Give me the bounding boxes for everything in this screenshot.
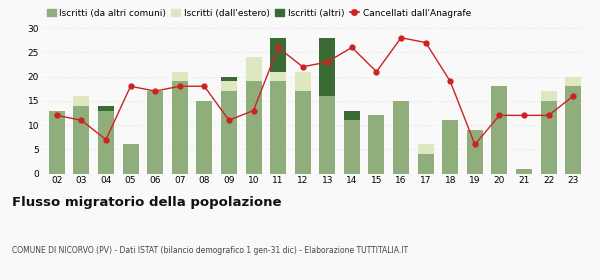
Bar <box>73 106 89 174</box>
Bar <box>368 115 385 174</box>
Bar <box>172 81 188 174</box>
Legend: Iscritti (da altri comuni), Iscritti (dall'estero), Iscritti (altri), Cancellati: Iscritti (da altri comuni), Iscritti (da… <box>47 9 471 18</box>
Bar <box>98 106 114 111</box>
Bar <box>541 91 557 101</box>
Bar <box>245 81 262 174</box>
Bar <box>344 120 360 174</box>
Bar <box>418 154 434 174</box>
Bar <box>49 111 65 174</box>
Bar <box>565 86 581 174</box>
Bar <box>319 38 335 96</box>
Bar <box>393 101 409 174</box>
Bar <box>541 101 557 174</box>
Bar <box>172 72 188 81</box>
Bar <box>122 144 139 174</box>
Bar <box>467 130 483 174</box>
Bar <box>565 76 581 86</box>
Bar <box>270 81 286 174</box>
Bar <box>295 91 311 174</box>
Bar <box>221 81 237 91</box>
Bar <box>98 111 114 174</box>
Bar <box>147 91 163 174</box>
Bar <box>295 72 311 91</box>
Bar <box>270 38 286 72</box>
Text: Flusso migratorio della popolazione: Flusso migratorio della popolazione <box>12 196 281 209</box>
Bar <box>442 120 458 174</box>
Bar <box>270 72 286 81</box>
Bar <box>196 101 212 174</box>
Bar <box>491 86 508 174</box>
Bar <box>221 76 237 81</box>
Bar <box>73 96 89 106</box>
Text: COMUNE DI NICORVO (PV) - Dati ISTAT (bilancio demografico 1 gen-31 dic) - Elabor: COMUNE DI NICORVO (PV) - Dati ISTAT (bil… <box>12 246 408 255</box>
Bar <box>221 91 237 174</box>
Bar <box>319 96 335 174</box>
Bar <box>418 144 434 154</box>
Bar <box>344 111 360 120</box>
Bar <box>516 169 532 174</box>
Bar <box>245 57 262 81</box>
